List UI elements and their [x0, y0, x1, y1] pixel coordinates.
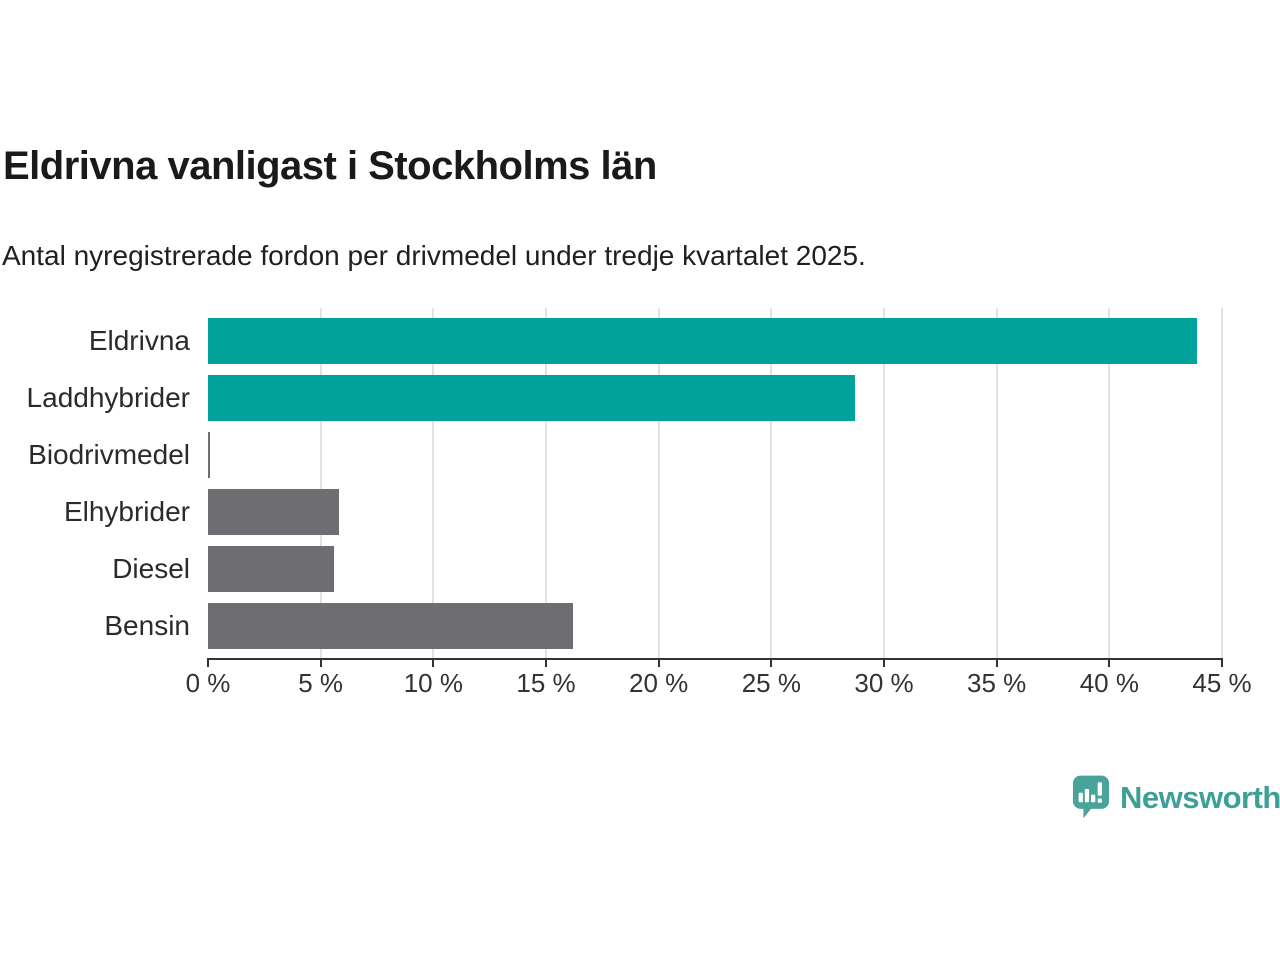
newsworthy-speech-bubble-bar-chart-icon	[1072, 775, 1110, 819]
x-tick-40pct	[1108, 658, 1111, 667]
gridline-30pct	[883, 308, 885, 658]
x-tick-label-45pct: 45 %	[1192, 668, 1252, 698]
category-label-eldrivna: Eldrivna	[88, 325, 190, 356]
newsworthy-logo-text: Newsworthy	[1120, 779, 1280, 815]
x-tick-label-0pct: 0 %	[185, 668, 231, 698]
newsworthy-logo: Newsworthy	[1072, 774, 1280, 821]
x-tick-5pct	[319, 658, 322, 667]
x-tick-label-35pct: 35 %	[967, 668, 1027, 698]
gridline-25pct	[770, 308, 773, 658]
gridline-45pct	[1221, 308, 1223, 658]
gridline-10pct	[432, 308, 435, 658]
gridline-35pct	[995, 308, 998, 658]
bar-diesel	[208, 546, 335, 592]
category-label-laddhybrider: Laddhybrider	[26, 382, 190, 413]
category-label-elhybrider: Elhybrider	[63, 496, 190, 527]
plot-area	[208, 308, 1223, 660]
x-tick-label-5pct: 5 %	[298, 668, 344, 698]
x-tick-label-40pct: 40 %	[1079, 668, 1139, 698]
x-tick-25pct	[770, 658, 773, 667]
x-tick-0pct	[207, 658, 209, 667]
bar-laddhybrider	[208, 375, 855, 421]
bar-bensin	[208, 603, 574, 649]
category-label-bensin: Bensin	[104, 610, 190, 641]
x-tick-10pct	[432, 658, 435, 667]
x-tick-label-20pct: 20 %	[629, 668, 689, 698]
x-tick-45pct	[1221, 658, 1223, 667]
x-tick-20pct	[657, 658, 660, 667]
x-tick-label-25pct: 25 %	[741, 668, 801, 698]
x-tick-15pct	[545, 658, 547, 667]
bar-elhybrider	[208, 489, 339, 535]
gridline-15pct	[545, 308, 547, 658]
gridline-5pct	[319, 308, 322, 658]
bar-eldrivna	[208, 318, 1198, 364]
x-tick-30pct	[883, 658, 885, 667]
bar-biodrivmedel	[208, 432, 211, 478]
chart-subtitle: Antal nyregistrerade fordon per drivmede…	[2, 240, 866, 271]
gridline-20pct	[657, 308, 660, 658]
chart-title: Eldrivna vanligast i Stockholms län	[3, 144, 657, 188]
category-label-biodrivmedel: Biodrivmedel	[28, 439, 190, 470]
x-tick-label-30pct: 30 %	[854, 668, 914, 698]
x-tick-label-15pct: 15 %	[516, 668, 576, 698]
x-tick-label-10pct: 10 %	[403, 668, 463, 698]
category-label-diesel: Diesel	[112, 553, 190, 584]
x-tick-35pct	[995, 658, 998, 667]
gridline-40pct	[1108, 308, 1111, 658]
